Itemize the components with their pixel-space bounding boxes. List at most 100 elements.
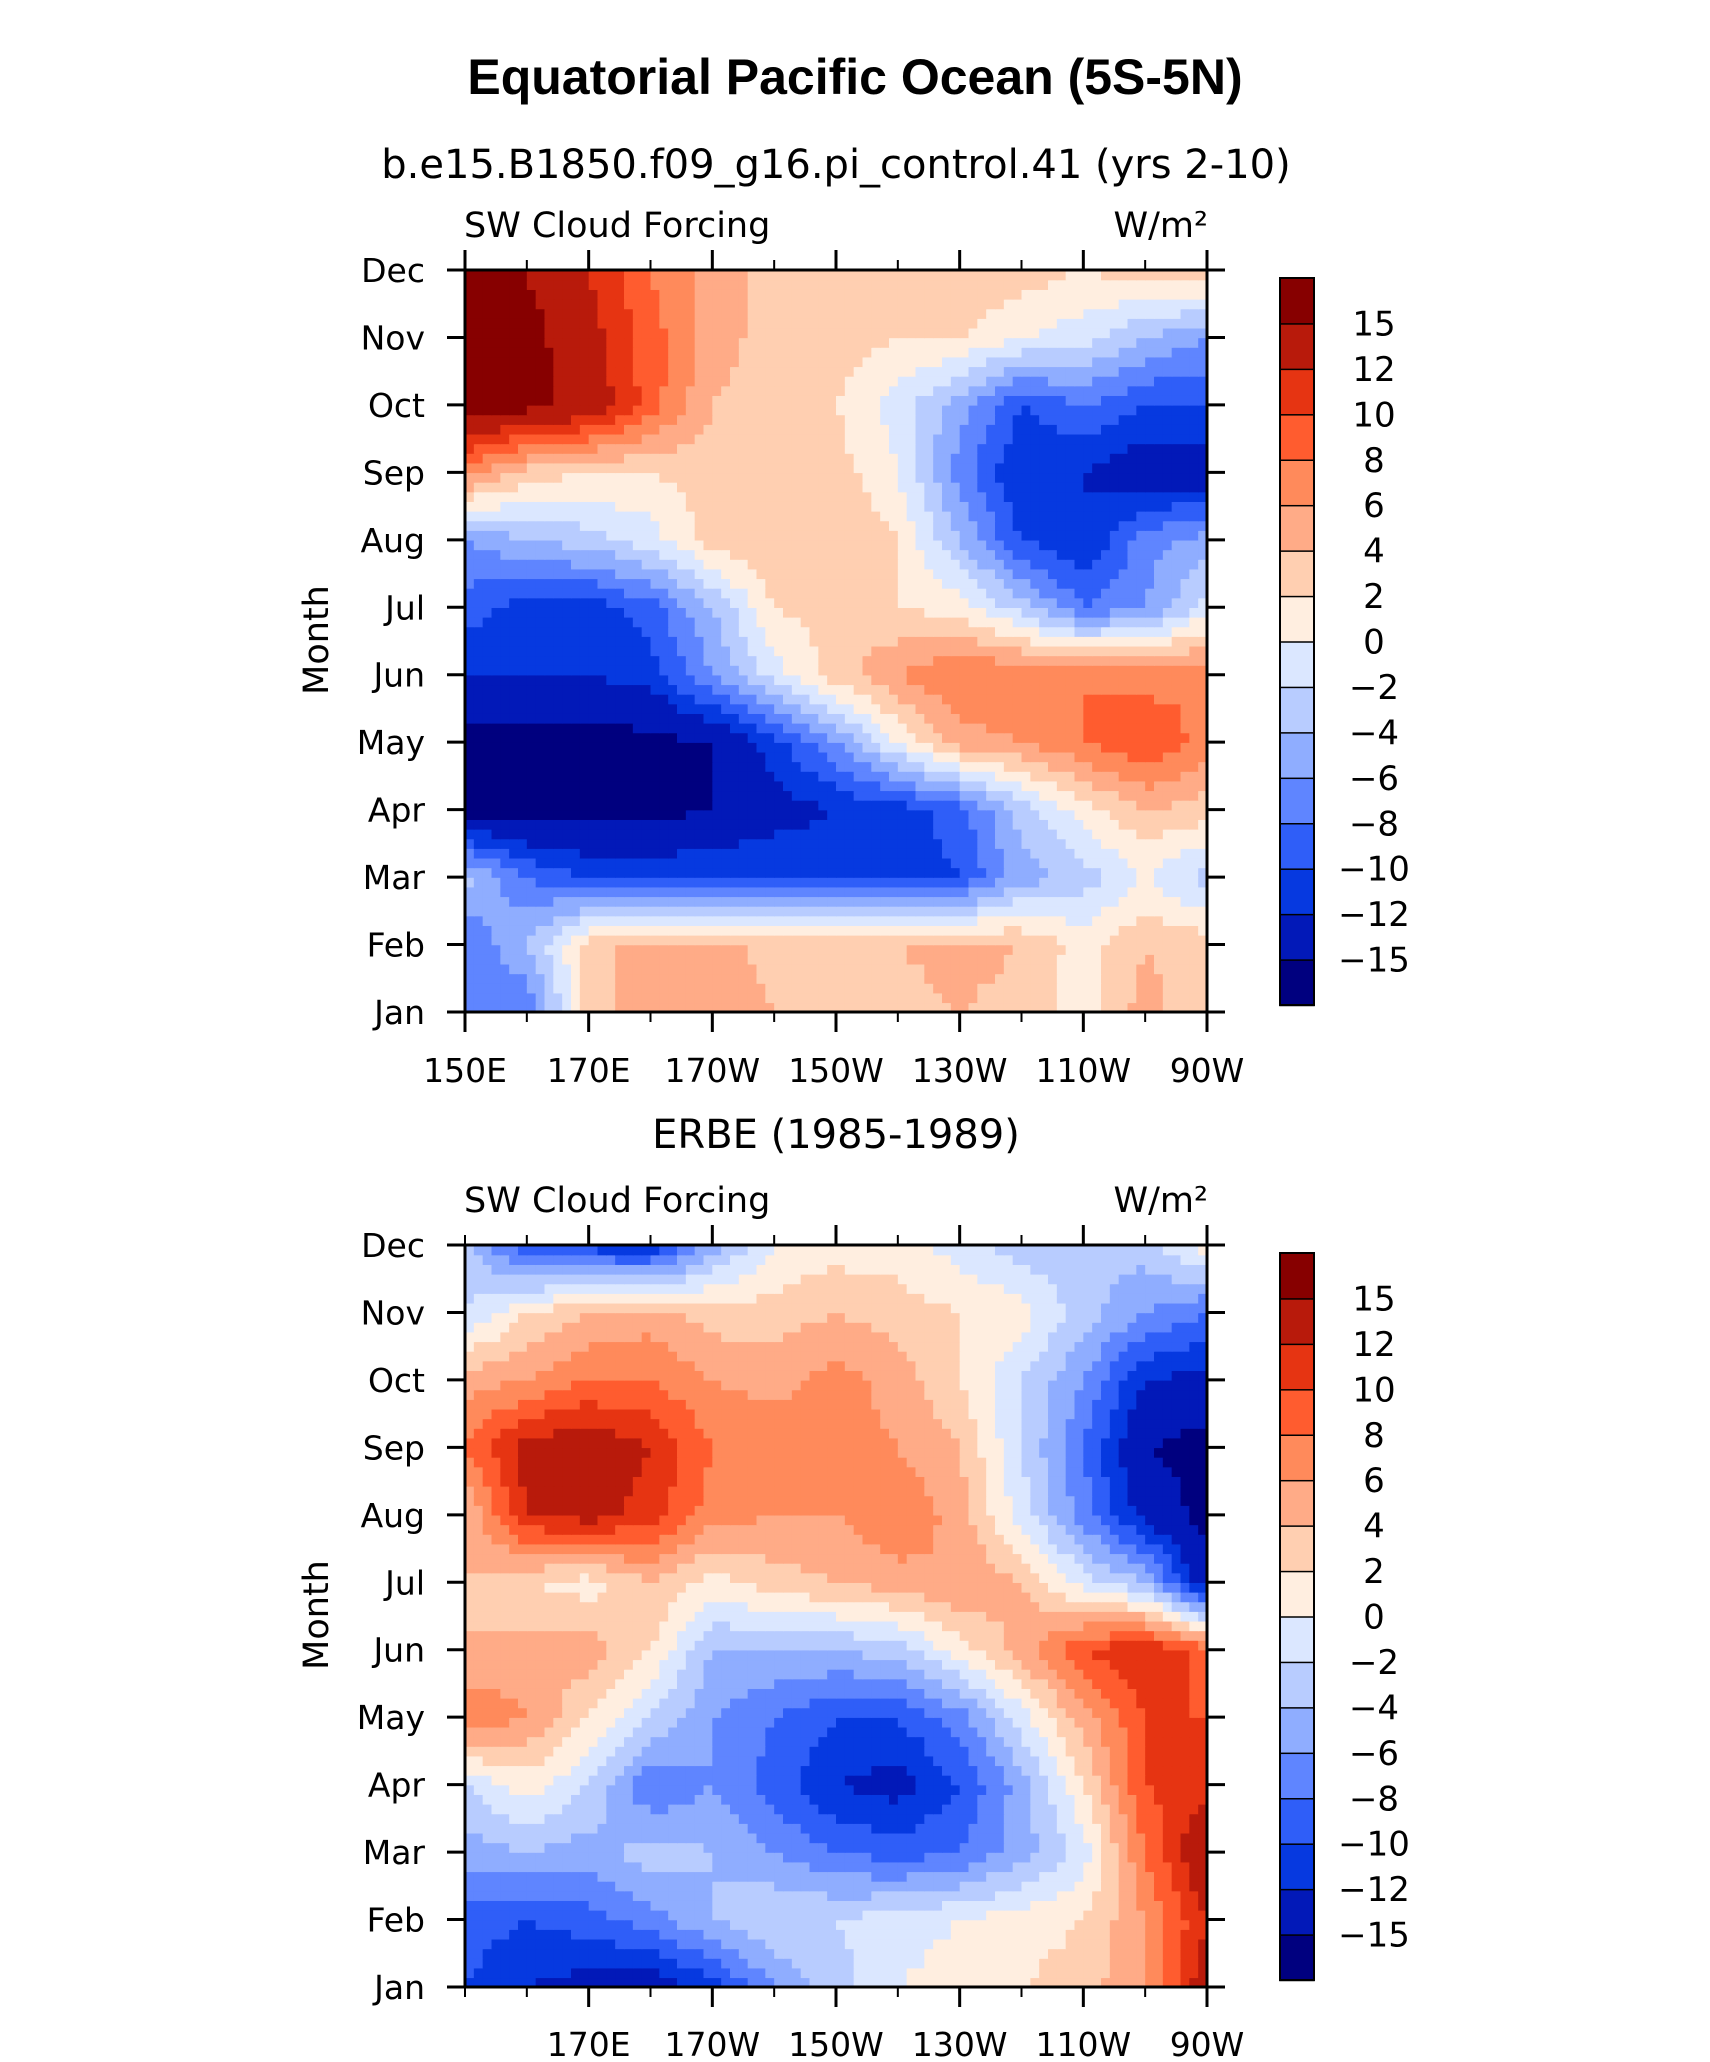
- field-cell: [1127, 896, 1138, 907]
- field-cell: [1056, 934, 1067, 946]
- field-cell: [747, 954, 758, 965]
- field-cell: [544, 848, 555, 859]
- field-cell: [880, 828, 890, 840]
- field-cell: [465, 809, 475, 820]
- field-cell: [632, 453, 643, 464]
- field-cell: [906, 616, 917, 628]
- field-cell: [880, 944, 890, 955]
- field-cell: [571, 944, 581, 955]
- field-cell: [597, 751, 608, 763]
- field-cell: [1030, 722, 1040, 734]
- field-cell: [632, 607, 643, 618]
- field-cell: [668, 973, 678, 984]
- field-cell: [473, 983, 484, 994]
- field-cell: [765, 482, 775, 493]
- field-cell: [1180, 713, 1191, 724]
- field-cell: [1092, 925, 1102, 936]
- field-cell: [924, 732, 934, 743]
- field-cell: [765, 790, 775, 801]
- field-cell: [482, 501, 493, 512]
- field-cell: [1189, 539, 1199, 551]
- field-cell: [783, 501, 793, 512]
- field-cell: [871, 626, 881, 637]
- field-cell: [1145, 616, 1155, 628]
- field-cell: [791, 462, 802, 474]
- field-cell: [1056, 800, 1067, 811]
- field-cell: [871, 703, 881, 714]
- field-cell: [500, 520, 510, 531]
- field-cell: [632, 809, 643, 820]
- field-cell: [491, 674, 502, 686]
- field-cell: [632, 800, 643, 811]
- field-cell: [721, 636, 731, 647]
- field-cell: [871, 636, 881, 647]
- field-cell: [579, 800, 590, 811]
- field-cell: [809, 790, 820, 801]
- field-cell: [827, 973, 837, 984]
- field-cell: [924, 520, 934, 531]
- field-cell: [1030, 549, 1040, 560]
- field-cell: [597, 588, 608, 599]
- field-cell: [685, 963, 696, 975]
- field-cell: [1162, 597, 1173, 608]
- field-cell: [897, 578, 908, 589]
- field-cell: [977, 915, 987, 926]
- field-cell: [473, 963, 484, 975]
- field-cell: [641, 665, 652, 676]
- field-cell: [844, 482, 855, 493]
- field-cell: [977, 934, 987, 946]
- field-cell: [977, 665, 987, 676]
- field-cell: [1136, 607, 1146, 618]
- field-cell: [571, 915, 581, 926]
- field-cell: [730, 491, 740, 502]
- field-cell: [1030, 925, 1040, 936]
- field-cell: [677, 665, 687, 676]
- field-cell: [968, 443, 979, 454]
- field-cell: [1056, 578, 1067, 589]
- field-cell: [579, 578, 590, 589]
- field-cell: [544, 482, 555, 493]
- field-cell: [641, 867, 652, 878]
- field-cell: [1003, 694, 1014, 705]
- field-cell: [526, 607, 537, 618]
- field-cell: [924, 915, 934, 926]
- field-cell: [818, 925, 828, 936]
- field-cell: [712, 790, 722, 801]
- field-cell: [544, 713, 555, 724]
- field-cell: [1056, 906, 1067, 917]
- field-cell: [615, 790, 625, 801]
- field-cell: [933, 732, 943, 743]
- field-cell: [615, 491, 625, 502]
- field-cell: [844, 800, 855, 811]
- field-cell: [783, 819, 793, 830]
- field-cell: [1012, 828, 1023, 840]
- field-cell: [1136, 568, 1146, 580]
- field-cell: [1083, 819, 1093, 830]
- field-cell: [685, 588, 696, 599]
- field-cell: [553, 453, 563, 464]
- field-cell: [1145, 944, 1155, 955]
- field-cell: [465, 790, 475, 801]
- field-cell: [659, 510, 669, 522]
- field-cell: [1012, 597, 1023, 608]
- field-cell: [1039, 954, 1049, 965]
- field-cell: [1003, 771, 1014, 782]
- field-cell: [482, 944, 493, 955]
- field-cell: [871, 1002, 881, 1013]
- field-cell: [809, 963, 820, 975]
- field-cell: [1198, 1002, 1208, 1013]
- field-cell: [783, 703, 793, 714]
- field-cell: [747, 857, 758, 869]
- field-cell: [791, 694, 802, 705]
- field-cell: [1171, 472, 1182, 483]
- field-cell: [738, 925, 749, 936]
- field-cell: [482, 694, 493, 705]
- field-cell: [509, 433, 519, 445]
- field-cell: [685, 694, 696, 705]
- field-cell: [933, 491, 943, 502]
- field-cell: [1198, 963, 1208, 975]
- field-cell: [473, 1002, 484, 1013]
- field-cell: [562, 665, 572, 676]
- field-cell: [738, 626, 749, 637]
- field-cell: [721, 684, 731, 695]
